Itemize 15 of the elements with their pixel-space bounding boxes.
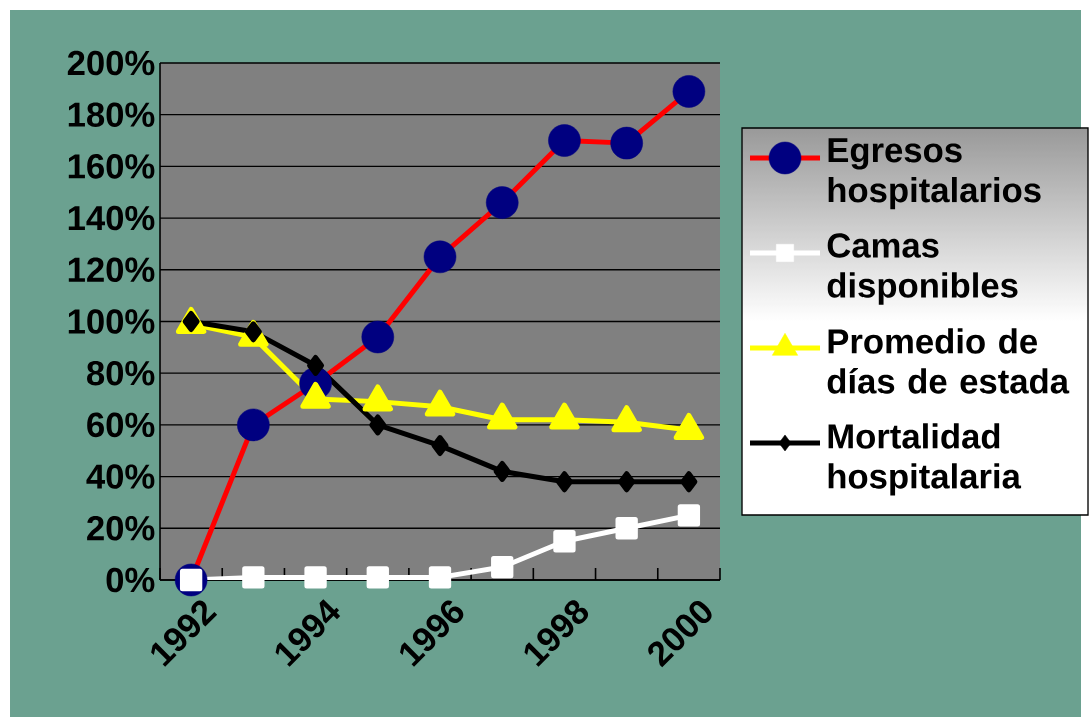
- y-tick-label: 20%: [87, 516, 155, 541]
- y-tick-label: 40%: [86, 464, 155, 489]
- y-tick-label: 140%: [68, 205, 155, 231]
- y-tick-label: 180%: [68, 102, 155, 127]
- y-tick-label: 160%: [68, 154, 155, 179]
- legend-label: Mortalidad hospitalaria: [828, 423, 1022, 496]
- y-tick-label: 60%: [87, 412, 155, 438]
- legend-label: Promedio de días de estada: [827, 328, 1070, 394]
- y-tick-label: 120%: [68, 257, 155, 283]
- legend-label: Egresos hospitalarios: [828, 138, 1041, 210]
- y-tick-label: 200%: [67, 50, 155, 76]
- y-tick-label: 80%: [87, 360, 155, 386]
- y-tick-label: 100%: [68, 309, 155, 334]
- y-tick-label: 0%: [106, 567, 155, 593]
- legend-label: Camas disponibles: [827, 233, 1018, 305]
